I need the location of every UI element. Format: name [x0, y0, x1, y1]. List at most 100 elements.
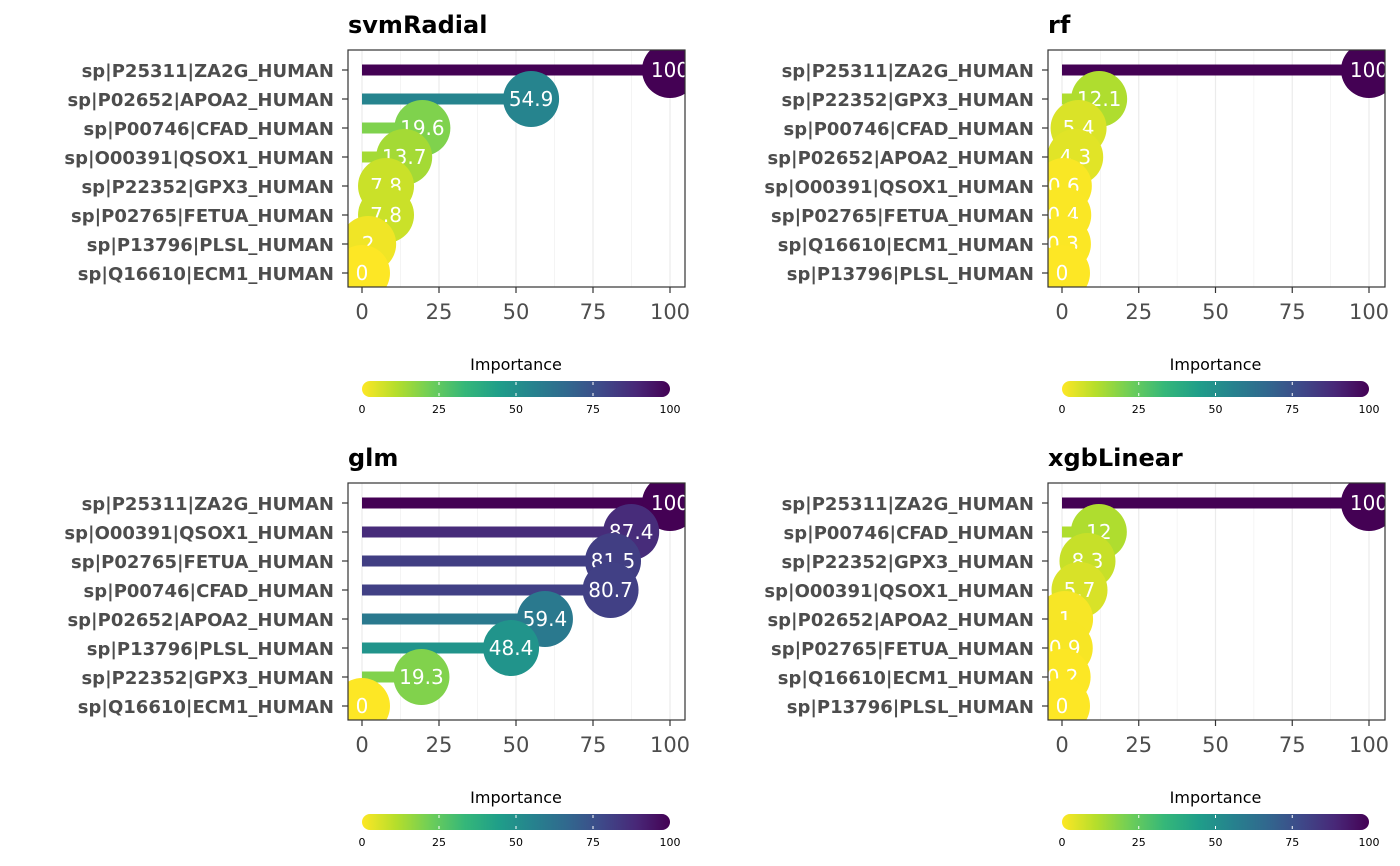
y-tick-label: sp|P13796|PLSL_HUMAN	[787, 264, 1034, 285]
y-tick-label: sp|P02652|APOA2_HUMAN	[767, 148, 1034, 169]
x-tick-label: 50	[503, 733, 530, 757]
legend-tick-label: 25	[1132, 836, 1146, 849]
legend-tick-label: 100	[1359, 836, 1380, 849]
data-label: 100	[651, 58, 689, 82]
data-label: 0	[356, 261, 369, 285]
data-label: 54.9	[509, 87, 554, 111]
data-label: 19.3	[399, 665, 444, 689]
data-label: 100	[1350, 58, 1388, 82]
lollipop-dot	[642, 50, 685, 98]
y-tick-label: sp|P00746|CFAD_HUMAN	[784, 523, 1034, 544]
x-tick-label: 100	[1349, 300, 1389, 324]
lollipop-dot	[1341, 50, 1385, 98]
x-tick-label: 0	[355, 733, 368, 757]
data-label: 0	[1056, 694, 1069, 718]
x-tick-label: 50	[1202, 733, 1229, 757]
y-tick-label: sp|P02765|FETUA_HUMAN	[71, 552, 334, 573]
data-label: 0	[1056, 261, 1069, 285]
lollipop-dot	[393, 649, 450, 705]
panel-title: svmRadial	[348, 11, 487, 39]
panel-title: rf	[1048, 11, 1071, 39]
x-tick-label: 25	[426, 733, 453, 757]
x-tick-label: 100	[650, 300, 690, 324]
legend-tick-label: 75	[586, 836, 600, 849]
x-tick-label: 50	[1202, 300, 1229, 324]
legend-tick-label: 50	[509, 836, 523, 849]
lollipop-dot	[503, 71, 560, 127]
data-label: 59.4	[523, 607, 568, 631]
data-label: 100	[651, 491, 689, 515]
y-tick-label: sp|O00391|QSOX1_HUMAN	[764, 177, 1034, 198]
legend-tick-label: 25	[432, 403, 446, 416]
legend-tick-label: 50	[1209, 836, 1223, 849]
x-tick-label: 0	[1055, 300, 1068, 324]
lollipop-dot	[1048, 678, 1090, 720]
data-label: 80.7	[588, 578, 633, 602]
y-tick-label: sp|P22352|GPX3_HUMAN	[781, 90, 1034, 111]
lollipop-dot	[348, 678, 390, 720]
y-tick-label: sp|O00391|QSOX1_HUMAN	[64, 148, 334, 169]
data-label: 100	[1350, 491, 1388, 515]
legend-tick-label: 100	[1359, 403, 1380, 416]
legend-tick-label: 75	[1285, 403, 1299, 416]
y-tick-label: sp|Q16610|ECM1_HUMAN	[778, 235, 1034, 256]
legend-tick-label: 0	[359, 836, 366, 849]
legend-tick-label: 75	[586, 403, 600, 416]
x-tick-label: 50	[503, 300, 530, 324]
legend: Importance 0 25 50 75 100	[1059, 788, 1380, 849]
x-tick-label: 0	[355, 300, 368, 324]
legend: Importance 0 25 50 75 100	[359, 788, 681, 849]
y-tick-label: sp|P25311|ZA2G_HUMAN	[82, 61, 334, 82]
y-tick-label: sp|P00746|CFAD_HUMAN	[84, 581, 334, 602]
data-label: 48.4	[489, 636, 534, 660]
y-tick-label: sp|P02765|FETUA_HUMAN	[771, 206, 1034, 227]
y-tick-label: sp|P02765|FETUA_HUMAN	[71, 206, 334, 227]
legend-tick-label: 0	[1059, 403, 1066, 416]
y-tick-label: sp|O00391|QSOX1_HUMAN	[764, 581, 1034, 602]
y-tick-label: sp|P25311|ZA2G_HUMAN	[782, 61, 1034, 82]
legend-tick-label: 0	[359, 403, 366, 416]
x-tick-label: 0	[1055, 733, 1068, 757]
chart-panel-0: svmRadial10054.919.613.77.87.820sp|P2531…	[64, 11, 690, 416]
x-tick-label: 100	[650, 733, 690, 757]
legend-tick-label: 25	[1132, 403, 1146, 416]
x-tick-label: 75	[1279, 733, 1306, 757]
y-tick-label: sp|P25311|ZA2G_HUMAN	[82, 494, 334, 515]
y-tick-label: sp|O00391|QSOX1_HUMAN	[64, 523, 334, 544]
panel-border	[1047, 482, 1386, 721]
y-tick-label: sp|Q16610|ECM1_HUMAN	[78, 697, 334, 718]
y-tick-label: sp|P00746|CFAD_HUMAN	[784, 119, 1034, 140]
x-tick-label: 75	[1279, 300, 1306, 324]
x-tick-label: 25	[1125, 733, 1152, 757]
legend: Importance 0 25 50 75 100	[1059, 355, 1380, 416]
y-tick-label: sp|P22352|GPX3_HUMAN	[81, 668, 334, 689]
legend-title: Importance	[1170, 788, 1262, 807]
y-tick-label: sp|P13796|PLSL_HUMAN	[787, 697, 1034, 718]
y-tick-label: sp|P02652|APOA2_HUMAN	[67, 610, 334, 631]
legend-tick-label: 0	[1059, 836, 1066, 849]
lollipop-dot	[582, 562, 639, 618]
y-tick-label: sp|Q16610|ECM1_HUMAN	[78, 264, 334, 285]
y-tick-label: sp|Q16610|ECM1_HUMAN	[778, 668, 1034, 689]
x-tick-label: 100	[1349, 733, 1389, 757]
y-tick-label: sp|P13796|PLSL_HUMAN	[87, 639, 334, 660]
panel-border	[1047, 49, 1386, 288]
y-tick-label: sp|P02652|APOA2_HUMAN	[767, 610, 1034, 631]
x-tick-label: 25	[426, 300, 453, 324]
legend-tick-label: 25	[432, 836, 446, 849]
legend-tick-label: 50	[509, 403, 523, 416]
legend-tick-label: 100	[660, 403, 681, 416]
legend-title: Importance	[470, 355, 562, 374]
y-tick-label: sp|P00746|CFAD_HUMAN	[84, 119, 334, 140]
y-tick-label: sp|P02765|FETUA_HUMAN	[771, 639, 1034, 660]
